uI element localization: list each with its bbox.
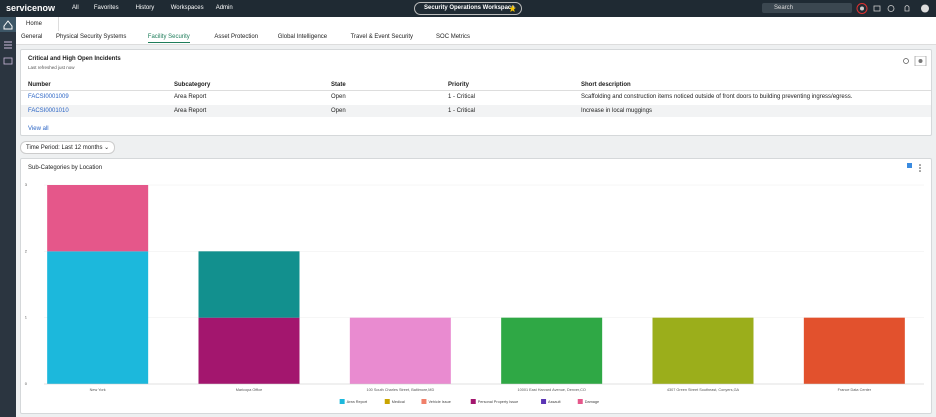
legend-label: Medical [392, 400, 405, 404]
incident-link[interactable]: FACSI0001010 [28, 108, 69, 114]
table-cell: Open [331, 94, 346, 100]
menu-item[interactable]: History [135, 5, 155, 11]
subtab[interactable]: Facility Security [147, 34, 190, 43]
subtab-row: General Physical Security Systems Facility… [16, 31, 936, 45]
chart-card: Sub-Categories by Location [20, 158, 932, 414]
incidents-card: Critical and High Open Incidents Last re… [20, 49, 932, 136]
column-header[interactable]: Priority [448, 82, 470, 88]
legend-swatch [384, 399, 390, 404]
sidebar-icons [0, 17, 16, 65]
filter-pill[interactable]: Time Period: Last 12 months ⌄ [20, 141, 116, 154]
column-header[interactable]: State [331, 82, 346, 88]
bar-segment [198, 317, 300, 384]
y-tick-label: 1 [25, 315, 28, 320]
search-box[interactable]: Search [762, 3, 852, 13]
chart: 0 1 2 3 New York Maricopa Office 100 South Cha… [25, 182, 924, 404]
bar-segment [501, 317, 603, 384]
x-tick-label: France Data Center [838, 388, 872, 392]
subtab[interactable]: SOC Metrics [436, 34, 471, 40]
y-tick-label: 2 [25, 248, 28, 253]
header-icons [856, 3, 929, 14]
subtab[interactable]: Travel & Event Security [350, 34, 414, 40]
workspace-name[interactable]: Security Operations Workspace [424, 5, 515, 11]
top-nav: servicenow All Favorites History Workspaces… [0, 0, 936, 17]
bar-segment [803, 317, 905, 384]
home-tab-label[interactable]: Home [26, 21, 43, 27]
column-header[interactable]: Number [28, 82, 51, 88]
menu-item[interactable]: Admin [215, 5, 233, 11]
view-all-link[interactable]: View all [28, 126, 49, 132]
legend-swatch [339, 399, 345, 404]
menu-item[interactable]: Favorites [93, 5, 119, 11]
menu-item[interactable]: Workspaces [170, 5, 204, 11]
column-header[interactable]: Short description [581, 82, 631, 88]
bar-segment [47, 185, 149, 252]
legend-swatch [470, 399, 476, 404]
search-placeholder[interactable]: Search [774, 5, 794, 11]
table-cell: Open [331, 108, 346, 114]
table-cell: Scaffolding and construction items notic… [581, 94, 853, 100]
bar-segment [349, 317, 451, 384]
tab-row: Home [16, 17, 936, 32]
card-actions[interactable] [901, 56, 927, 66]
column-header[interactable]: Subcategory [174, 82, 211, 88]
x-tick-label: New York [90, 388, 106, 392]
bar-segment [198, 251, 300, 318]
bar-segment [652, 317, 754, 384]
legend-label: Damage [585, 400, 599, 404]
x-tick-label: 10001 East Harvard Avenue, Denver,CO [518, 388, 586, 392]
table-cell: Area Report [174, 108, 207, 114]
workspace-pill[interactable]: Security Operations Workspace [414, 2, 522, 15]
y-tick-label: 0 [25, 381, 28, 386]
x-tick-label: 100 South Charles Street, Baltimore,MD [366, 388, 434, 392]
subtab[interactable]: Asset Protection [214, 34, 259, 40]
bar-segment [47, 251, 149, 384]
incident-link[interactable]: FACSI0001009 [28, 94, 69, 100]
chart-actions[interactable] [905, 163, 925, 173]
x-tick-label: Maricopa Office [236, 388, 263, 392]
row-shade [21, 105, 931, 117]
legend-swatch [541, 399, 547, 404]
legend-label: Area Report [347, 400, 368, 404]
sidebar [0, 17, 16, 417]
star-icon[interactable] [509, 5, 516, 12]
subtab[interactable]: Global Intelligence [277, 34, 328, 40]
subtab[interactable]: General [21, 34, 43, 40]
table-cell: Area Report [174, 94, 207, 100]
card-title: Critical and High Open Incidents [28, 56, 121, 62]
legend-label: Vehicle Issue [428, 400, 450, 404]
legend-swatch [577, 399, 583, 404]
table-cell: 1 - Critical [448, 94, 476, 100]
subtab[interactable]: Physical Security Systems [56, 34, 127, 40]
legend-label: Assault [548, 400, 561, 404]
table-cell: Increase in local muggings [581, 108, 653, 114]
menu-item[interactable]: All [72, 5, 79, 11]
header-rule [21, 90, 931, 91]
legend-label: Personal Property Issue [478, 400, 519, 404]
filter-text[interactable]: Time Period: Last 12 months [26, 145, 103, 151]
legend-swatch [421, 399, 427, 404]
card-subtitle: Last refreshed just now [28, 65, 75, 70]
table-cell: 1 - Critical [448, 108, 476, 114]
logo[interactable]: servicenow [6, 3, 56, 13]
filter-label[interactable]: Time Period: Last 12 months ⌄ [26, 145, 110, 151]
home-tab[interactable]: Home [16, 17, 59, 31]
chart-title: Sub-Categories by Location [28, 165, 103, 171]
y-tick-label: 3 [25, 182, 28, 187]
x-tick-label: 4307 Green Street Southeast, Conyers,GA [667, 388, 740, 392]
